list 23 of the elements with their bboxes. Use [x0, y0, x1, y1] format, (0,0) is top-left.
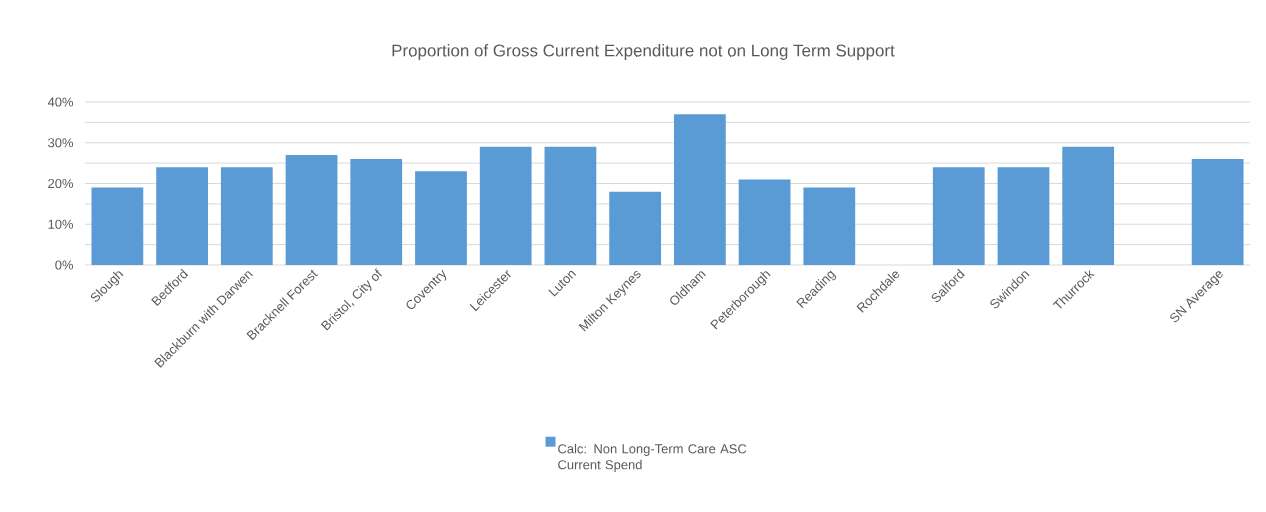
bar [479, 146, 532, 265]
bar [1062, 146, 1115, 265]
bar [350, 159, 403, 265]
y-tick-label: 10% [48, 219, 74, 229]
bar [673, 114, 726, 265]
bar [932, 167, 985, 265]
y-tick-label: 20% [48, 178, 74, 189]
bar [285, 154, 338, 265]
chart-title: Proportion of Gross Current Expenditure not on Long Term Support [392, 44, 895, 60]
bar [415, 171, 467, 265]
bar [609, 191, 662, 265]
bar [997, 167, 1050, 265]
bar [91, 187, 144, 265]
bar [803, 187, 856, 265]
y-tick-label: 40% [47, 97, 74, 107]
y-tick-label: 0% [55, 260, 74, 270]
bar [156, 167, 208, 265]
bar [1191, 159, 1244, 265]
bar [738, 179, 791, 265]
legend-label: Calc: Non Long-Term Care ASC Current Spend [558, 443, 747, 472]
bar [220, 167, 273, 265]
bar [544, 146, 597, 265]
y-tick-label: 30% [48, 138, 74, 148]
